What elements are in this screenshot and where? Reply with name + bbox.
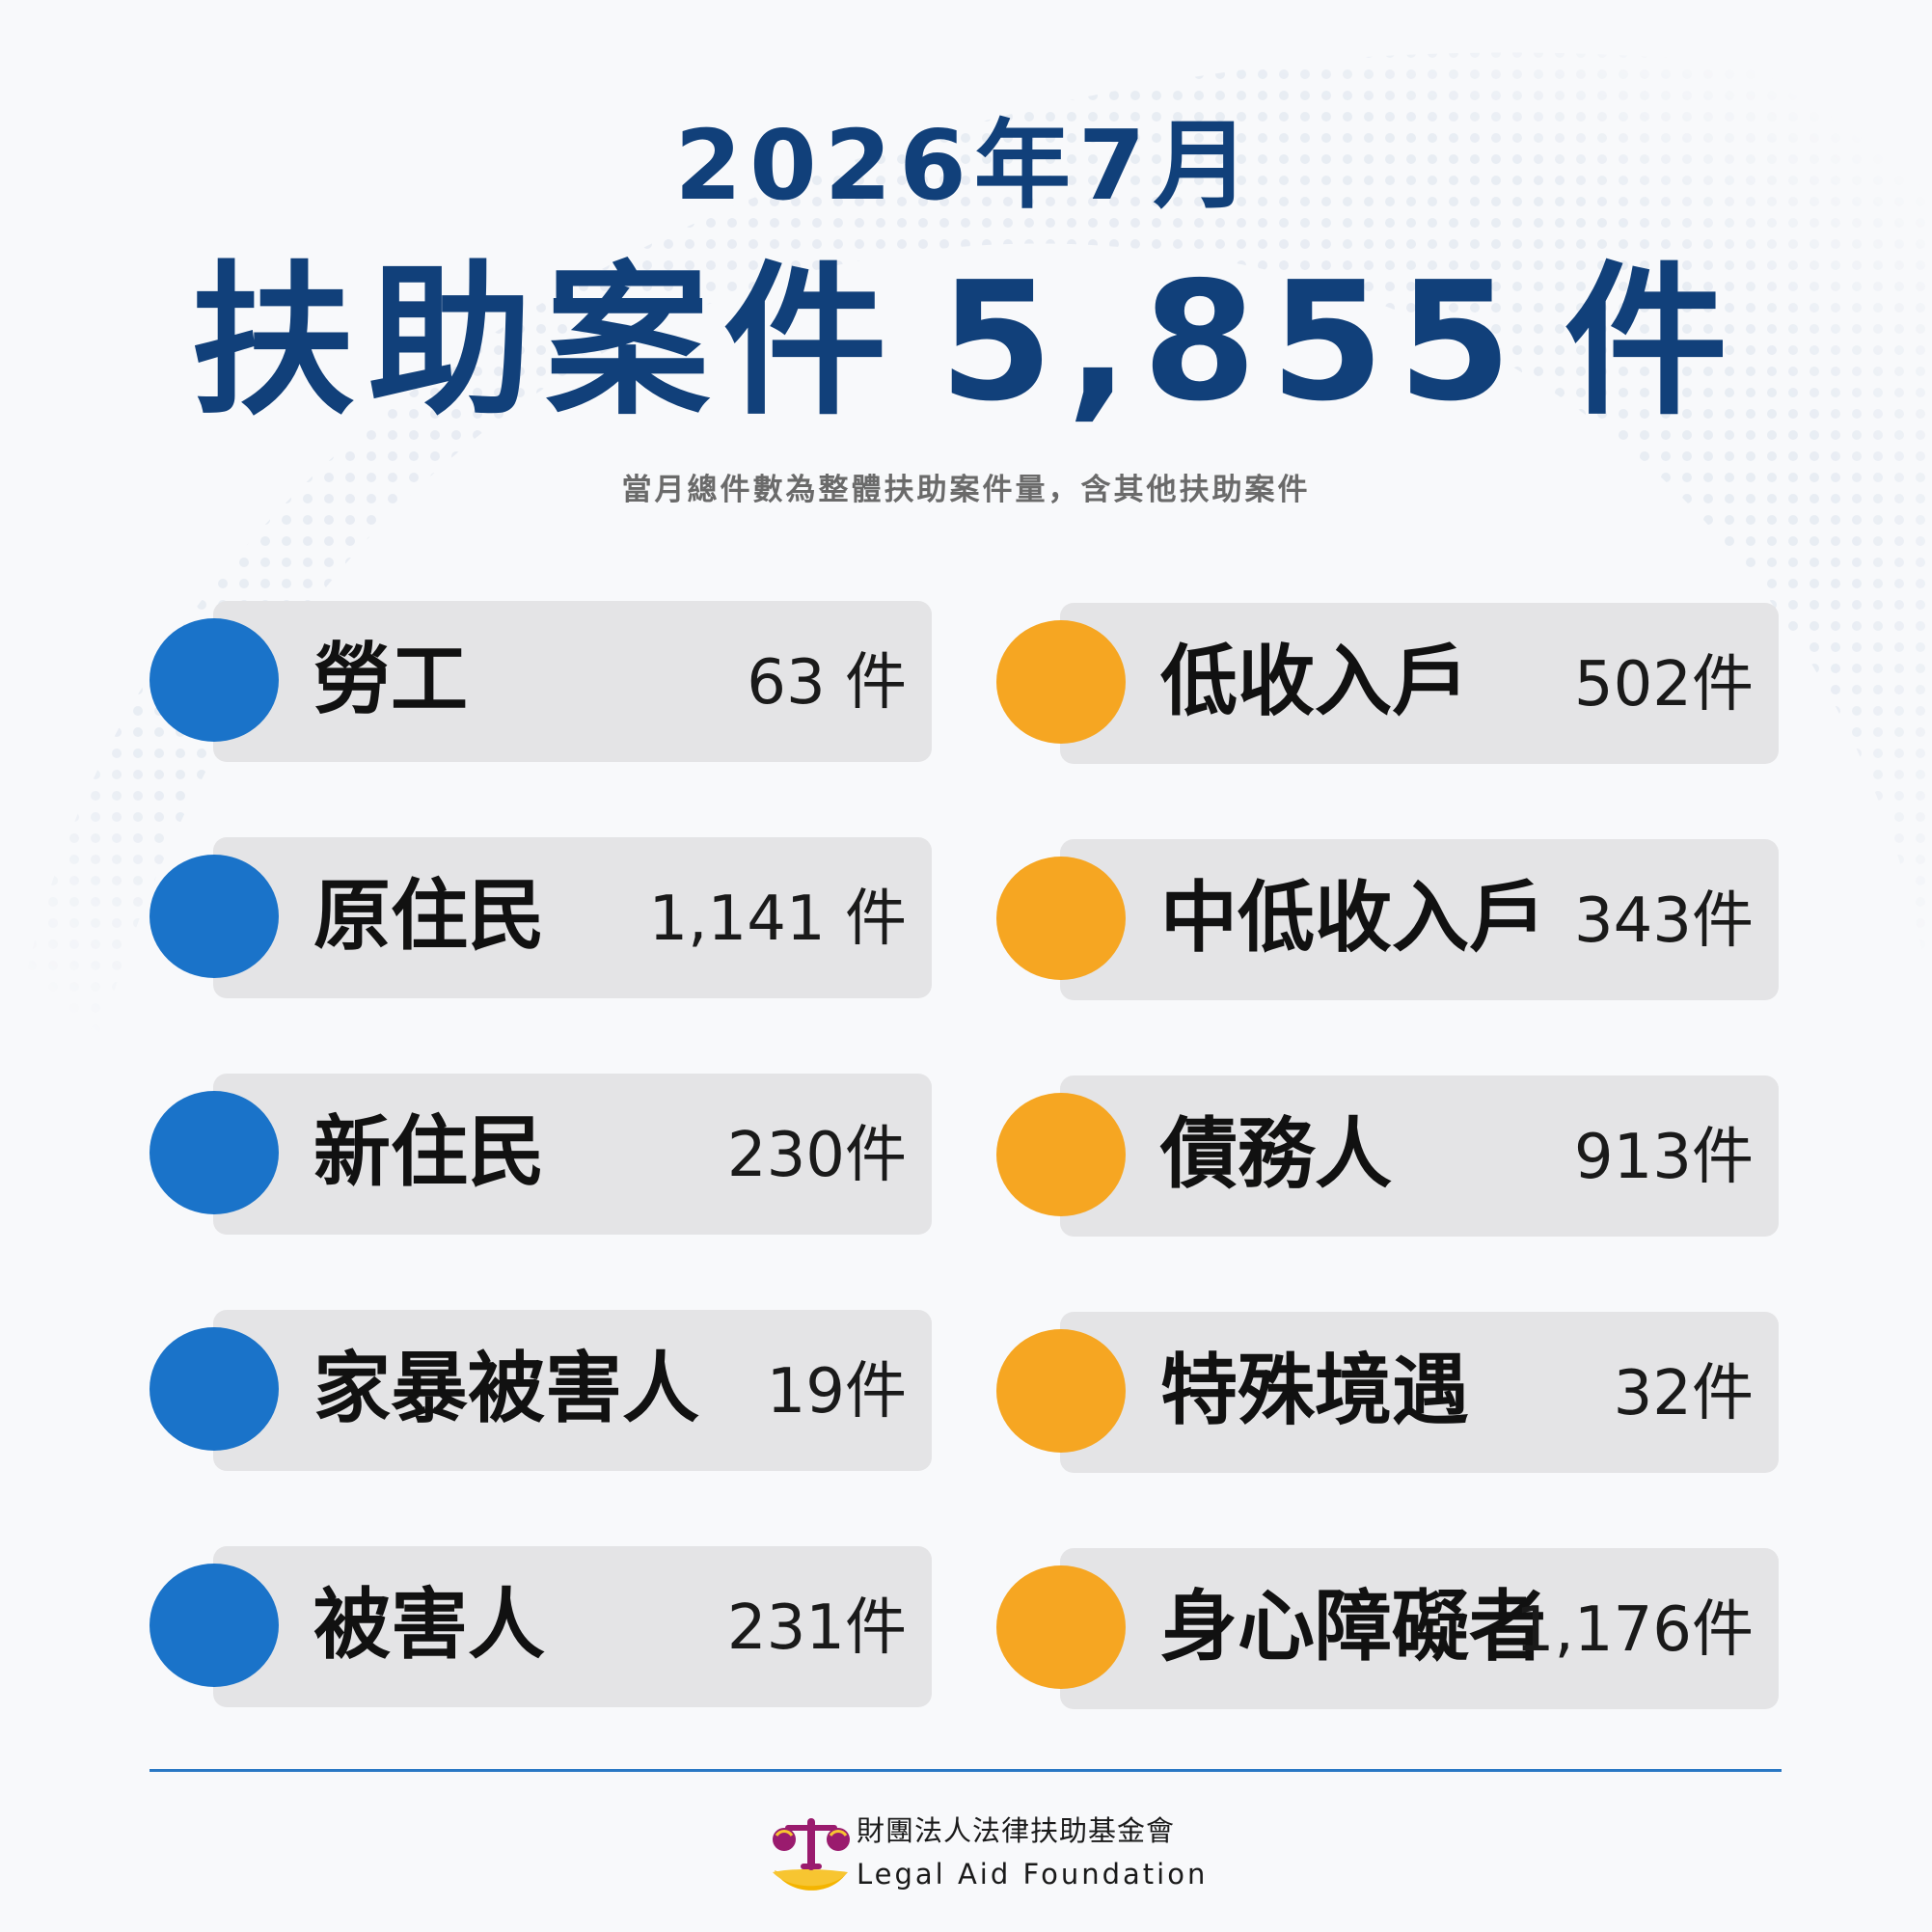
category-count: 1,176件 <box>1514 1594 1754 1666</box>
category-card <box>213 837 932 998</box>
category-card <box>213 601 932 762</box>
total-count: 5,855 <box>939 247 1526 438</box>
category-row: 中低收入戶 343件 <box>996 839 1782 1000</box>
blue-dot-icon <box>150 1327 279 1451</box>
category-label: 中低收入戶 <box>1160 873 1546 963</box>
headline-unit: 件 <box>1564 247 1742 438</box>
category-count: 1,141 件 <box>648 884 907 955</box>
category-count: 231件 <box>726 1592 907 1664</box>
category-label: 新住民 <box>313 1107 545 1197</box>
category-label: 身心障礙者 <box>1160 1582 1546 1672</box>
orange-dot-icon <box>996 1565 1126 1689</box>
category-row: 勞工 63 件 <box>150 601 936 762</box>
category-count: 63 件 <box>747 647 907 719</box>
divider <box>150 1769 1782 1772</box>
category-card <box>1060 1548 1779 1709</box>
category-card <box>1060 839 1779 1000</box>
category-count: 343件 <box>1573 885 1754 957</box>
category-card <box>1060 1075 1779 1237</box>
category-row: 新住民 230件 <box>150 1074 936 1235</box>
category-label: 債務人 <box>1160 1109 1392 1199</box>
blue-dot-icon <box>150 855 279 978</box>
category-label: 特殊境遇 <box>1160 1346 1469 1435</box>
category-card <box>1060 1312 1779 1473</box>
category-card <box>213 1074 932 1235</box>
category-label: 被害人 <box>313 1580 545 1670</box>
category-count: 502件 <box>1573 649 1754 721</box>
category-row: 被害人 231件 <box>150 1546 936 1707</box>
total-note: 當月總件數為整體扶助案件量，含其他扶助案件 <box>621 473 1311 507</box>
category-row: 低收入戶 502件 <box>996 603 1782 764</box>
orange-dot-icon <box>996 620 1126 744</box>
category-row: 原住民 1,141 件 <box>150 837 936 998</box>
headline: 扶助案件 5,855 件 <box>0 246 1932 439</box>
category-card <box>1060 603 1779 764</box>
blue-dot-icon <box>150 1091 279 1214</box>
month-title: 2026年7月 <box>674 109 1258 222</box>
category-row: 身心障礙者 1,176件 <box>996 1548 1782 1709</box>
category-label: 勞工 <box>313 635 468 724</box>
orange-dot-icon <box>996 1329 1126 1453</box>
headline-label: 扶助案件 <box>190 247 901 438</box>
orange-dot-icon <box>996 1093 1126 1216</box>
category-label: 低收入戶 <box>1160 637 1469 726</box>
category-count: 19件 <box>766 1356 907 1428</box>
category-row: 債務人 913件 <box>996 1075 1782 1237</box>
org-name-english: Legal Aid Foundation <box>857 1858 1209 1891</box>
category-label: 家暴被害人 <box>313 1344 699 1433</box>
blue-dot-icon <box>150 618 279 742</box>
legal-aid-logo-icon <box>773 1818 850 1891</box>
category-count: 32件 <box>1613 1358 1754 1429</box>
category-row: 特殊境遇 32件 <box>996 1312 1782 1473</box>
category-count: 913件 <box>1573 1122 1754 1193</box>
orange-dot-icon <box>996 857 1126 980</box>
category-label: 原住民 <box>313 871 545 961</box>
category-card <box>213 1310 932 1471</box>
org-name-chinese: 財團法人法律扶助基金會 <box>857 1814 1176 1847</box>
category-count: 230件 <box>726 1120 907 1191</box>
category-row: 家暴被害人 19件 <box>150 1310 936 1471</box>
blue-dot-icon <box>150 1564 279 1687</box>
category-card <box>213 1546 932 1707</box>
